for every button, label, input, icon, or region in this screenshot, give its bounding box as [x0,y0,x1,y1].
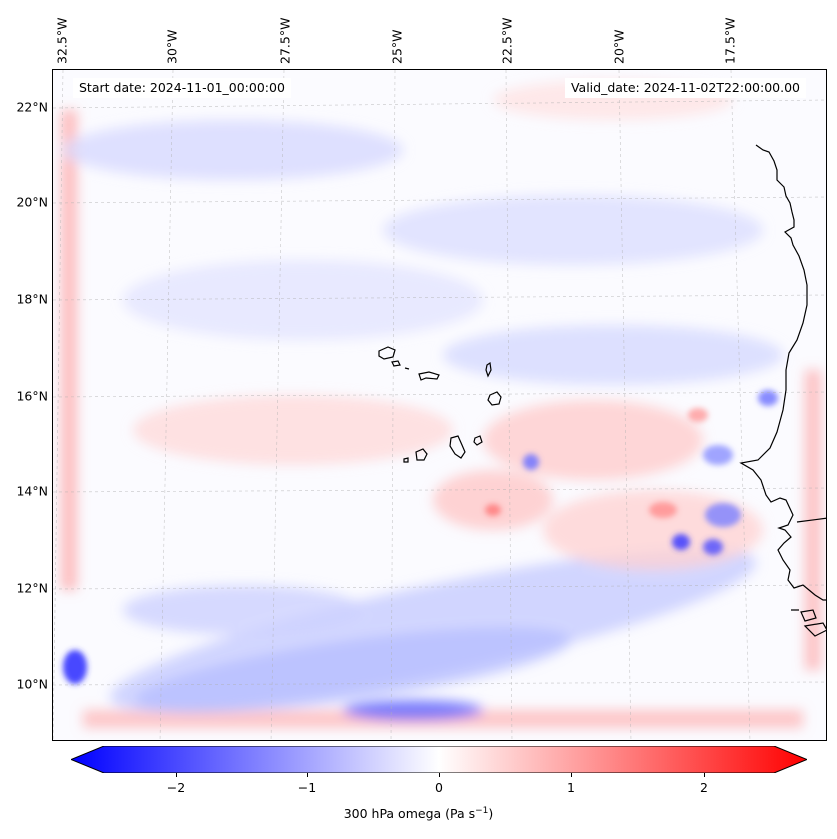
colorbar-tick-mark [571,773,572,777]
coastlines [378,144,826,637]
latitude-label: 20°N [16,194,48,210]
latitude-label: 16°N [16,388,48,404]
longitude-label: 25°W [389,29,405,64]
island-sao-vicente [391,360,401,367]
colorbar-tick-label: 1 [567,780,575,795]
island-santo-antao [378,346,396,360]
island-sal [485,361,492,378]
omega-field [53,70,826,740]
colorbar [71,746,807,773]
field-shading-strong [63,390,778,684]
longitude-label: 32.5°W [54,17,70,64]
colorbar-tick-mark [439,773,440,777]
valid-date-label: Valid_date: 2024-11-02T22:00:00.00 [564,78,806,98]
coast-africa [739,144,826,601]
longitude-label: 17.5°W [722,17,738,64]
colorbar-label: 300 hPa omega (Pa s−1) [343,806,494,822]
colorbar-tick-mark [307,773,308,777]
colorbar-tick-mark [176,773,177,777]
start-date-label: Start date: 2024-11-01_00:00:00 [73,78,291,98]
coast-africa-islands [791,517,826,637]
island-brava [403,457,409,463]
island-santa-luzia [404,367,410,370]
longitude-label: 22.5°W [499,17,515,64]
latitude-label: 14°N [16,483,48,499]
colorbar-tick-label: 2 [700,780,708,795]
field-shading [61,80,821,728]
latitude-label: 10°N [16,676,48,692]
island-maio [473,435,483,446]
colorbar-tick-label: −2 [166,780,186,795]
colorbar-tick-mark [704,773,705,777]
latitude-label: 22°N [16,99,48,115]
island-santiago [449,435,466,459]
latitude-label: 18°N [16,291,48,307]
gridlines [53,70,826,740]
longitude-label: 27.5°W [277,17,293,64]
map-panel: Start date: 2024-11-01_00:00:00 Valid_da… [52,69,827,741]
latitude-label: 12°N [16,580,48,596]
longitude-label: 20°W [611,29,627,64]
longitude-label: 30°W [164,29,180,64]
island-fogo [415,448,428,461]
colorbar-tick-label: −1 [297,780,317,795]
colorbar-tick-label: 0 [435,780,443,795]
island-boa-vista [487,391,502,406]
island-sao-nicolau [418,371,440,381]
